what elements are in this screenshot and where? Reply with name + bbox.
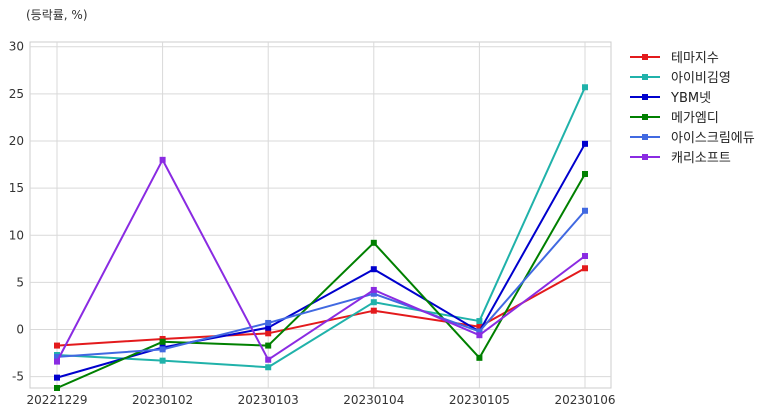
data-point: [265, 356, 272, 363]
y-tick-label: 5: [16, 275, 24, 289]
legend-item: 캐리소프트: [630, 151, 731, 166]
legend-swatch-marker: [642, 94, 648, 100]
x-axis-ticks: 20221229 20230102 20230103 20230104 20230105…: [26, 393, 615, 407]
legend-swatch-marker: [642, 74, 648, 80]
data-point: [54, 374, 60, 381]
y-tick-label: 0: [16, 323, 24, 337]
data-point: [370, 290, 377, 297]
series-line: [56, 86, 586, 369]
data-point: [582, 170, 588, 177]
data-point: [265, 319, 272, 326]
legend-label: YBM넷: [670, 91, 711, 106]
y-tick-label: 30: [9, 40, 24, 54]
data-point: [582, 253, 588, 260]
legend-label: 테마지수: [671, 51, 719, 66]
data-point: [159, 156, 166, 163]
data-point: [582, 207, 588, 214]
x-tick-label: 20230106: [554, 393, 615, 407]
plot-area: [29, 41, 612, 389]
y-axis-ticks: -5 0 5 10 15 20 25 30: [9, 40, 24, 384]
x-tick-label: 20230104: [343, 393, 404, 407]
data-point: [476, 323, 483, 330]
data-point: [370, 299, 377, 306]
series-line: [56, 158, 586, 363]
legend-swatch-marker: [642, 134, 648, 140]
legend-swatch-marker: [642, 154, 648, 160]
x-tick-label: 20221229: [26, 393, 87, 407]
legend-label: 캐리소프트: [671, 151, 731, 166]
legend-swatch-marker: [642, 54, 648, 60]
data-point: [54, 385, 60, 391]
legend-item: 테마지수: [630, 51, 719, 66]
y-tick-label: -5: [12, 370, 24, 384]
unit-label: (등락률, %): [26, 8, 88, 22]
data-point: [159, 338, 166, 345]
data-point: [159, 357, 166, 364]
data-point: [265, 324, 272, 331]
x-tick-label: 20230102: [132, 393, 193, 407]
data-point: [476, 318, 483, 325]
data-point: [370, 286, 377, 293]
y-tick-label: 20: [9, 134, 24, 148]
y-tick-label: 10: [9, 228, 24, 242]
data-point: [476, 328, 483, 335]
y-tick-label: 15: [9, 181, 24, 195]
legend-item: 메가엠디: [630, 111, 719, 126]
data-point: [54, 342, 60, 349]
series-4: [54, 170, 588, 391]
legend-item: YBM넷: [630, 91, 711, 106]
x-tick-label: 20230103: [238, 393, 299, 407]
data-point: [370, 307, 377, 314]
data-point: [370, 239, 377, 246]
series-line: [56, 143, 586, 379]
data-point: [265, 330, 272, 337]
data-point: [582, 140, 588, 147]
y-tick-label: 25: [9, 87, 24, 101]
series-5: [54, 207, 588, 360]
data-point: [582, 84, 588, 91]
x-tick-label: 20230105: [449, 393, 510, 407]
data-point: [476, 354, 483, 361]
data-point: [54, 358, 60, 365]
legend-item: 아이스크림에듀: [630, 131, 755, 146]
legend-label: 아이스크림에듀: [671, 131, 755, 146]
data-point: [582, 265, 588, 272]
legend-label: 메가엠디: [671, 111, 719, 126]
series-group: [54, 84, 588, 391]
series-line: [56, 267, 586, 347]
data-point: [265, 364, 272, 371]
legend-label: 아이비김영: [671, 71, 731, 86]
data-point: [54, 353, 60, 360]
series-6: [54, 156, 588, 365]
data-point: [370, 266, 377, 273]
data-point: [476, 332, 483, 339]
grid-lines: [30, 42, 611, 388]
data-point: [265, 342, 272, 349]
data-point: [159, 346, 166, 353]
series-line: [56, 173, 586, 389]
series-line: [56, 210, 586, 358]
legend-item: 아이비김영: [630, 71, 731, 86]
legend-swatch-marker: [642, 114, 648, 120]
